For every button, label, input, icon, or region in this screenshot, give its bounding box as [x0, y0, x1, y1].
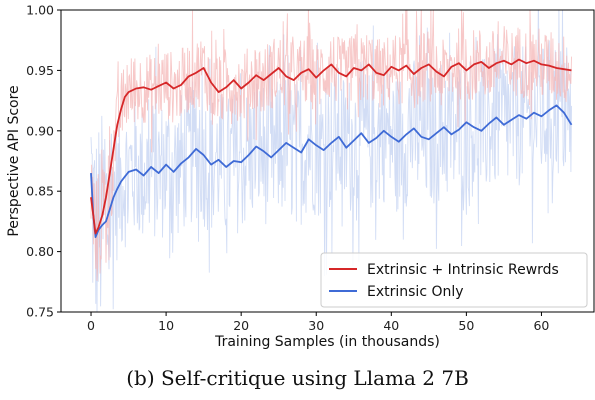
x-tick-label: 0 [87, 318, 95, 333]
y-tick-label: 1.00 [26, 3, 54, 18]
y-tick-label: 0.75 [26, 305, 54, 320]
x-tick-label: 10 [158, 318, 174, 333]
x-tick-label: 50 [458, 318, 474, 333]
x-axis-ticks: 0 10 20 30 40 50 60 [87, 312, 549, 333]
series-line-extrinsic-intrinsic [90, 58, 572, 235]
x-axis-label: Training Samples (in thousands) [214, 334, 440, 350]
legend-box [320, 252, 588, 308]
x-tick-label: 60 [533, 318, 549, 333]
y-axis-label: Perspective API Score [6, 85, 22, 236]
legend-label-extrinsic-intrinsic: Extrinsic + Intrinsic Rewrds [367, 262, 559, 278]
y-tick-label: 0.95 [26, 63, 54, 78]
legend: Extrinsic + Intrinsic Rewrds Extrinsic O… [320, 252, 588, 308]
legend-label-extrinsic-only: Extrinsic Only [367, 284, 464, 300]
y-tick-label: 0.90 [26, 123, 54, 138]
series-line-extrinsic-only [90, 104, 573, 238]
figure-caption: (b) Self-critique using Llama 2 7B [126, 366, 469, 390]
y-tick-label: 0.85 [26, 184, 54, 199]
plot-frame [60, 9, 595, 313]
x-tick-label: 20 [233, 318, 249, 333]
series-layer [90, 58, 573, 238]
x-tick-label: 40 [383, 318, 399, 333]
raw-samples-extrinsic-only [90, 10, 572, 312]
y-tick-label: 0.80 [26, 244, 54, 259]
y-axis-ticks: 0.75 0.80 0.85 0.90 0.95 1.00 [26, 3, 61, 320]
x-tick-label: 30 [308, 318, 324, 333]
